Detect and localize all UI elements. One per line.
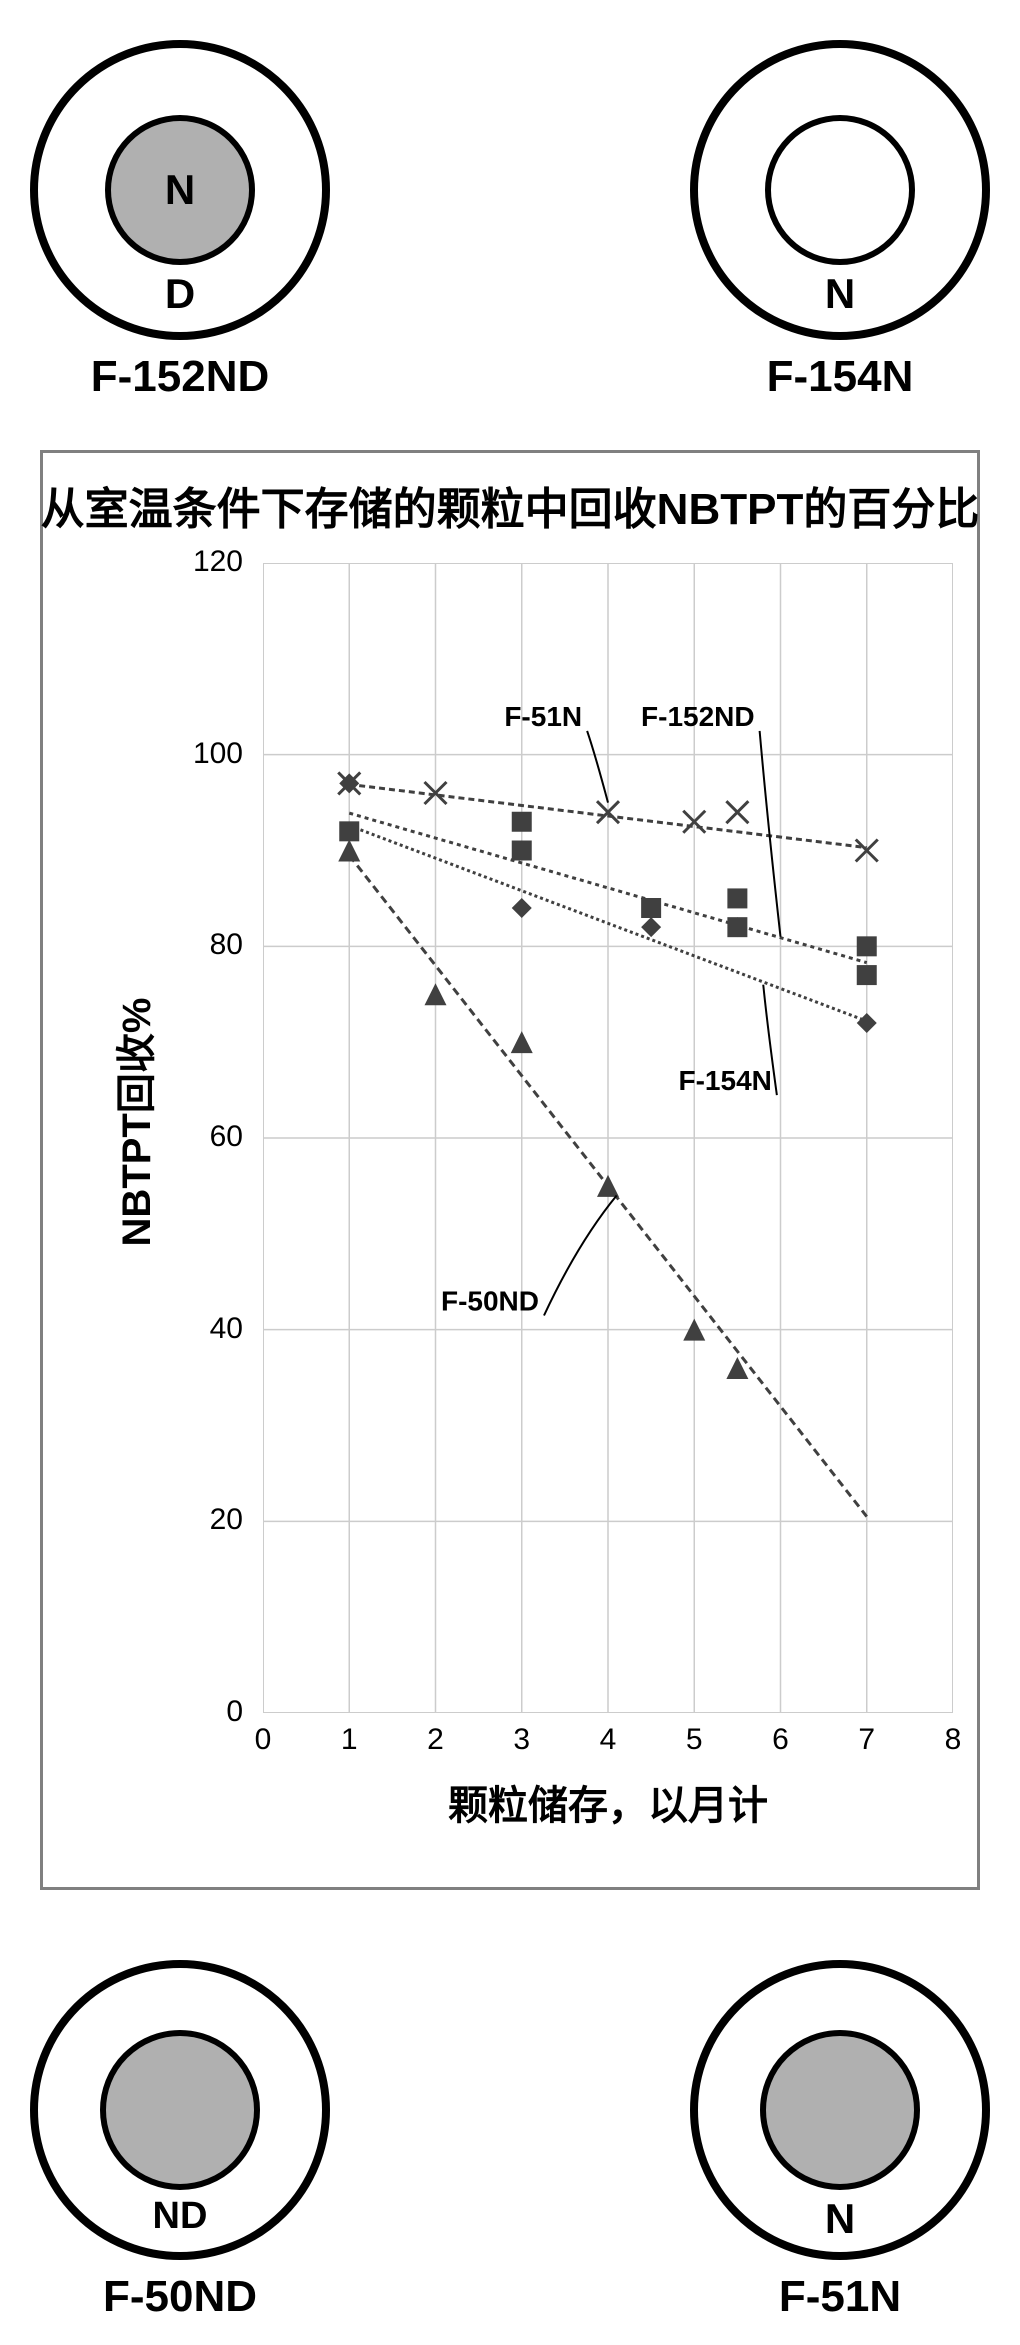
chart-x-tick: 3 bbox=[507, 1723, 537, 1757]
diagram-f154n: N bbox=[690, 40, 990, 340]
chart-x-tick: 4 bbox=[593, 1723, 623, 1757]
diagram-f51n-caption: F-51N bbox=[690, 2272, 990, 2322]
chart-y-tick: 0 bbox=[163, 1695, 243, 1729]
chart-frame: 从室温条件下存储的颗粒中回收NBTPT的百分比 F-51N F-152ND F-15… bbox=[40, 450, 980, 1890]
chart-title: 从室温条件下存储的颗粒中回收NBTPT的百分比 bbox=[41, 473, 980, 537]
chart-y-tick: 40 bbox=[163, 1312, 243, 1346]
diagram-f154n-caption: F-154N bbox=[690, 352, 990, 402]
diagram-f50nd-caption: F-50ND bbox=[30, 2272, 330, 2322]
chart-y-tick: 80 bbox=[163, 928, 243, 962]
diagram-f152nd-core-label: N bbox=[165, 166, 195, 214]
diagram-f51n-core bbox=[760, 2030, 920, 2190]
diagram-f50nd: ND bbox=[30, 1960, 330, 2260]
diagram-f50nd-shell-label: ND bbox=[153, 2195, 208, 2238]
chart-x-tick: 1 bbox=[334, 1723, 364, 1757]
chart-x-tick: 8 bbox=[938, 1723, 968, 1757]
chart-x-tick: 6 bbox=[766, 1723, 796, 1757]
chart-y-tick: 20 bbox=[163, 1503, 243, 1537]
series-label: F-50ND bbox=[441, 1286, 539, 1317]
chart-y-tick: 60 bbox=[163, 1120, 243, 1154]
chart-x-tick: 2 bbox=[421, 1723, 451, 1757]
chart-x-tick: 5 bbox=[679, 1723, 709, 1757]
chart-y-ticks: 020406080100120 bbox=[163, 563, 253, 1713]
figure-canvas: N D F-152ND N F-154N ND F-50ND N F-51N 从… bbox=[0, 0, 1020, 2345]
series-label: F-154N bbox=[679, 1065, 772, 1096]
diagram-f51n-shell-label: N bbox=[825, 2195, 855, 2243]
series-label: F-51N bbox=[504, 701, 582, 732]
diagram-f152nd: N D bbox=[30, 40, 330, 340]
chart-x-tick: 7 bbox=[852, 1723, 882, 1757]
diagram-f154n-shell-label: N bbox=[825, 270, 855, 318]
diagram-f152nd-caption: F-152ND bbox=[30, 352, 330, 402]
diagram-f154n-core bbox=[765, 115, 915, 265]
chart-y-label: NBTPT回收% bbox=[104, 972, 162, 1272]
chart-y-tick: 100 bbox=[163, 737, 243, 771]
chart-x-ticks: 012345678 bbox=[263, 1723, 953, 1763]
chart-x-label: 颗粒储存，以月计 bbox=[263, 1773, 953, 1831]
diagram-f50nd-core bbox=[100, 2030, 260, 2190]
diagram-f152nd-shell-label: D bbox=[165, 270, 195, 318]
series-label: F-152ND bbox=[641, 701, 755, 732]
chart-y-tick: 120 bbox=[163, 545, 243, 579]
chart-plot: F-51N F-152ND F-154N F-50ND bbox=[263, 563, 953, 1713]
diagram-f51n: N bbox=[690, 1960, 990, 2260]
chart-x-tick: 0 bbox=[248, 1723, 278, 1757]
